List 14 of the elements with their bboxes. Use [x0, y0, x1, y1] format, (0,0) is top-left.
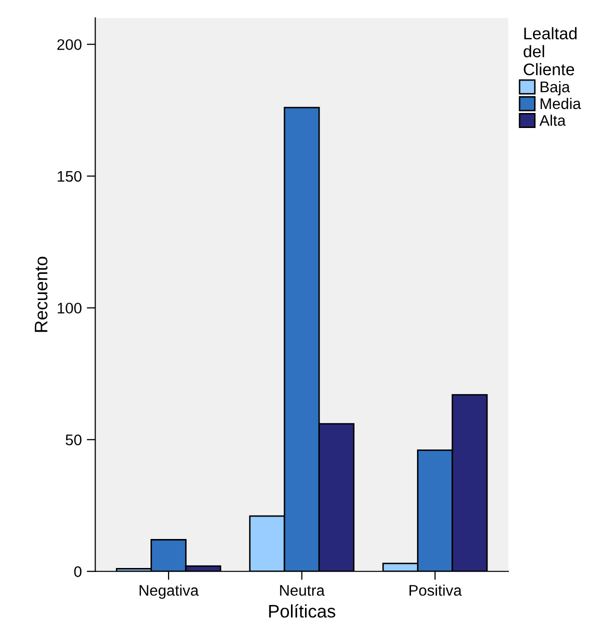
legend-label: Alta: [539, 114, 566, 126]
x-tick-label: Neutra: [280, 585, 325, 596]
y-tick-label: 0: [74, 566, 82, 578]
legend-label: Baja: [540, 81, 570, 96]
legend-label: Media: [540, 98, 582, 110]
y-axis-title: Recuento: [34, 256, 48, 332]
y-tick-label: 200: [57, 39, 82, 50]
x-tick-label: Negativa: [140, 584, 199, 599]
y-tick-label: 150: [58, 170, 82, 182]
y-tick-label: 50: [66, 434, 82, 446]
legend-title: Lealtad del Cliente: [524, 27, 577, 76]
x-tick-label: Positiva: [410, 584, 462, 596]
x-axis-title: Políticas: [269, 604, 336, 618]
y-tick-label: 100: [58, 302, 82, 314]
